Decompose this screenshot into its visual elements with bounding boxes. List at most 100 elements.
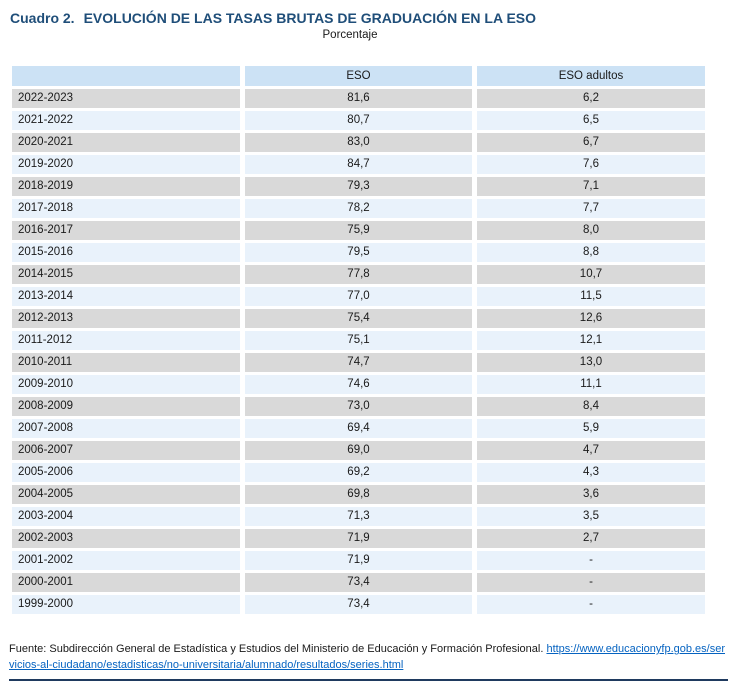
year-cell: 1999-2000 [12, 595, 245, 617]
year-cell: 2018-2019 [12, 177, 245, 199]
eso-adultos-value-cell: 6,7 [477, 133, 705, 155]
table-row: 1999-2000 73,4- [12, 595, 705, 617]
eso-value-cell: 78,2 [245, 199, 477, 221]
eso-value-cell: 69,4 [245, 419, 477, 441]
header-row: ESO ESO adultos [12, 66, 705, 89]
eso-adultos-value-cell: 11,1 [477, 375, 705, 397]
eso-value-cell: 79,3 [245, 177, 477, 199]
table-row: 2012-2013 75,4 12,6 [12, 309, 705, 331]
eso-adultos-value-cell: 12,6 [477, 309, 705, 331]
eso-value-cell: 73,4 [245, 595, 477, 617]
eso-adultos-value-cell: - [477, 595, 705, 617]
table-row: 2016-2017 75,9 8,0 [12, 221, 705, 243]
year-cell: 2022-2023 [12, 89, 245, 111]
year-cell: 2010-2011 [12, 353, 245, 375]
year-cell: 2009-2010 [12, 375, 245, 397]
year-cell: 2007-2008 [12, 419, 245, 441]
eso-adultos-value-cell: 6,2 [477, 89, 705, 111]
eso-adultos-value-cell: 4,7 [477, 441, 705, 463]
source-link[interactable]: https://www.educacionyfp.gob.es/servicio… [9, 643, 725, 671]
table-row: 2003-2004 71,3 3,5 [12, 507, 705, 529]
table-body: 2022-2023 81,6 6,2 2021-2022 80,7 6,5 2020-202… [12, 89, 705, 617]
year-cell: 2014-2015 [12, 265, 245, 287]
year-cell: 2015-2016 [12, 243, 245, 265]
eso-value-cell: 75,4 [245, 309, 477, 331]
header-eso-adultos: ESO adultos [477, 66, 705, 89]
eso-adultos-value-cell: 10,7 [477, 265, 705, 287]
eso-value-cell: 73,0 [245, 397, 477, 419]
eso-value-cell: 71,3 [245, 507, 477, 529]
table-row: 2006-2007 69,0 4,7 [12, 441, 705, 463]
year-cell: 2017-2018 [12, 199, 245, 221]
table-header: ESO ESO adultos [12, 66, 705, 89]
table-row: 2017-2018 78,2 7,7 [12, 199, 705, 221]
page-title: Cuadro 2. EVOLUCIÓN DE LAS TASAS BRUTAS D… [10, 10, 737, 26]
eso-value-cell: 77,8 [245, 265, 477, 287]
year-cell: 2008-2009 [12, 397, 245, 419]
table-row: 2001-2002 71,9- [12, 551, 705, 573]
table-row: 2010-2011 74,7 13,0 [12, 353, 705, 375]
table-row: 2019-2020 84,7 7,6 [12, 155, 705, 177]
year-cell: 2012-2013 [12, 309, 245, 331]
eso-value-cell: 81,6 [245, 89, 477, 111]
eso-value-cell: 69,8 [245, 485, 477, 507]
eso-adultos-value-cell: - [477, 573, 705, 595]
eso-value-cell: 75,9 [245, 221, 477, 243]
eso-value-cell: 79,5 [245, 243, 477, 265]
table-row: 2013-2014 77,0 11,5 [12, 287, 705, 309]
eso-adultos-value-cell: 5,9 [477, 419, 705, 441]
year-cell: 2006-2007 [12, 441, 245, 463]
eso-value-cell: 83,0 [245, 133, 477, 155]
eso-adultos-value-cell: 8,0 [477, 221, 705, 243]
eso-value-cell: 80,7 [245, 111, 477, 133]
table-row: 2021-2022 80,7 6,5 [12, 111, 705, 133]
year-cell: 2013-2014 [12, 287, 245, 309]
eso-value-cell: 71,9 [245, 551, 477, 573]
header-eso: ESO [245, 66, 477, 89]
eso-adultos-value-cell: 3,5 [477, 507, 705, 529]
eso-adultos-value-cell: - [477, 551, 705, 573]
eso-value-cell: 75,1 [245, 331, 477, 353]
year-cell: 2003-2004 [12, 507, 245, 529]
eso-adultos-value-cell: 11,5 [477, 287, 705, 309]
table-row: 2004-2005 69,8 3,6 [12, 485, 705, 507]
year-cell: 2002-2003 [12, 529, 245, 551]
eso-value-cell: 73,4 [245, 573, 477, 595]
table-row: 2002-2003 71,9 2,7 [12, 529, 705, 551]
year-cell: 2004-2005 [12, 485, 245, 507]
table-row: 2015-2016 79,5 8,8 [12, 243, 705, 265]
eso-adultos-value-cell: 12,1 [477, 331, 705, 353]
eso-value-cell: 84,7 [245, 155, 477, 177]
table-row: 2009-2010 74,6 11,1 [12, 375, 705, 397]
page-subtitle: Porcentaje [322, 29, 378, 41]
eso-adultos-value-cell: 4,3 [477, 463, 705, 485]
table-row: 2022-2023 81,6 6,2 [12, 89, 705, 111]
table-row: 2011-2012 75,1 12,1 [12, 331, 705, 353]
eso-value-cell: 69,0 [245, 441, 477, 463]
year-cell: 2011-2012 [12, 331, 245, 353]
bottom-divider [9, 678, 728, 681]
eso-value-cell: 74,7 [245, 353, 477, 375]
graduation-rates-table: ESO ESO adultos 2022-2023 81,6 6,2 2021-202… [12, 66, 705, 617]
eso-adultos-value-cell: 7,6 [477, 155, 705, 177]
eso-value-cell: 71,9 [245, 529, 477, 551]
eso-value-cell: 69,2 [245, 463, 477, 485]
year-cell: 2001-2002 [12, 551, 245, 573]
year-cell: 2019-2020 [12, 155, 245, 177]
footer-source-text: Fuente: Subdirección General de Estadíst… [9, 643, 547, 655]
table-row: 2018-2019 79,3 7,1 [12, 177, 705, 199]
eso-adultos-value-cell: 6,5 [477, 111, 705, 133]
eso-adultos-value-cell: 3,6 [477, 485, 705, 507]
table-row: 2014-2015 77,8 10,7 [12, 265, 705, 287]
year-cell: 2000-2001 [12, 573, 245, 595]
eso-adultos-value-cell: 8,4 [477, 397, 705, 419]
table-row: 2007-2008 69,4 5,9 [12, 419, 705, 441]
page-title-text: EVOLUCIÓN DE LAS TASAS BRUTAS DE GRADUAC… [83, 10, 537, 26]
eso-value-cell: 77,0 [245, 287, 477, 309]
year-cell: 2020-2021 [12, 133, 245, 155]
table-row: 2008-2009 73,0 8,4 [12, 397, 705, 419]
eso-adultos-value-cell: 7,7 [477, 199, 705, 221]
year-cell: 2016-2017 [12, 221, 245, 243]
table-number-label: Cuadro 2. [10, 10, 75, 26]
